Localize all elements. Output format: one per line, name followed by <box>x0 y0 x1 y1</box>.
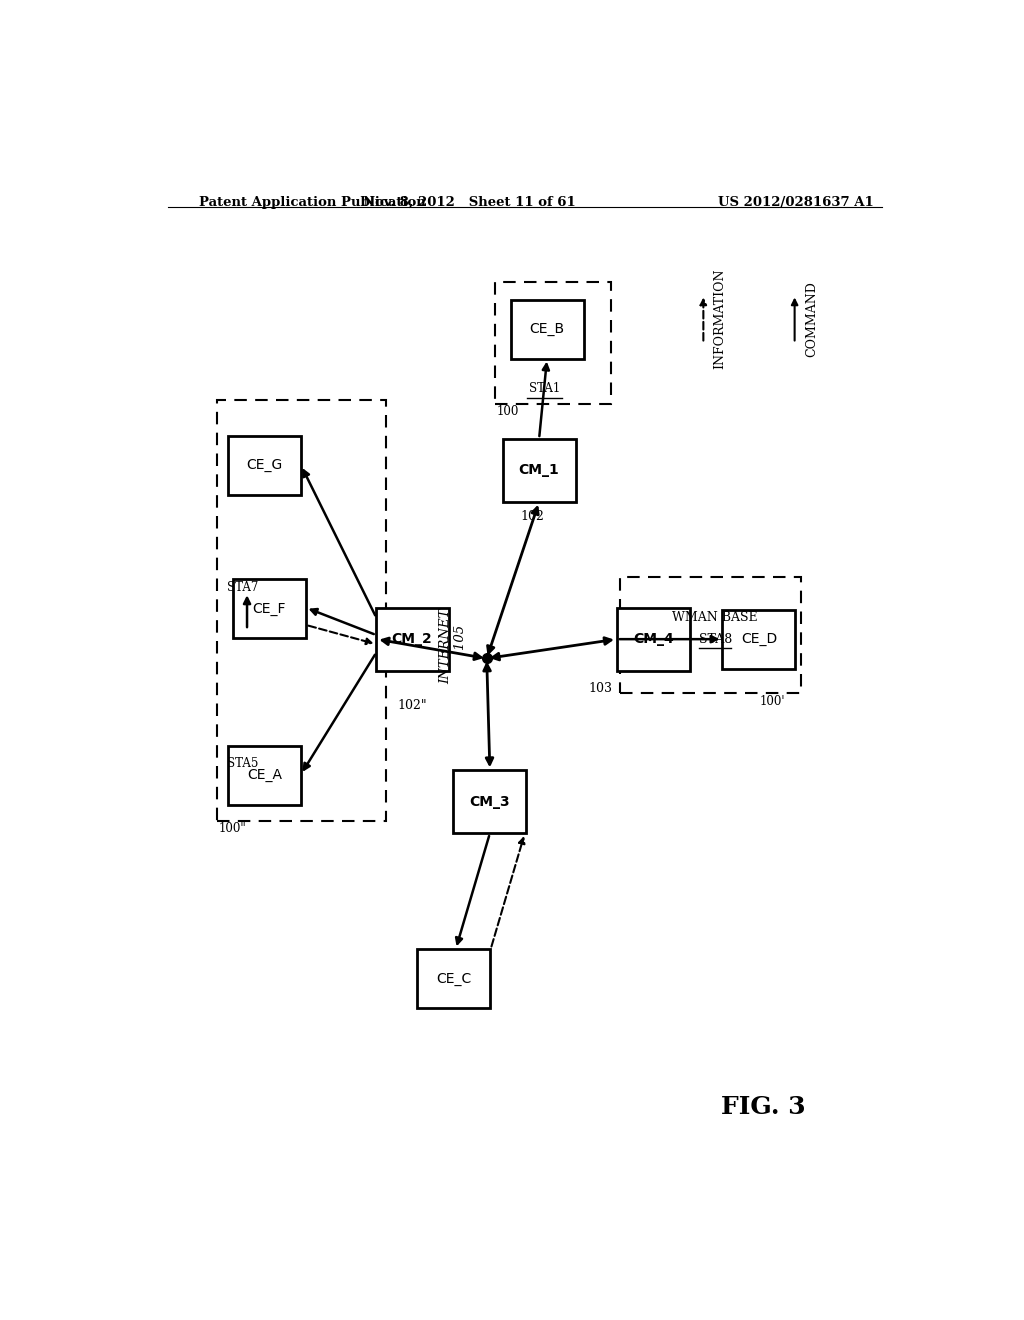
Text: CM_3: CM_3 <box>470 795 510 809</box>
Text: 102: 102 <box>521 510 545 523</box>
Text: STA5: STA5 <box>227 756 259 770</box>
Bar <box>232 579 306 638</box>
Text: 103: 103 <box>588 682 612 696</box>
Text: 100': 100' <box>760 696 785 708</box>
Text: INTERNET
    105: INTERNET 105 <box>439 609 467 684</box>
Text: INFORMATION: INFORMATION <box>714 269 727 370</box>
Text: WMAN BASE: WMAN BASE <box>673 611 758 624</box>
Bar <box>454 771 526 833</box>
Bar <box>722 610 796 669</box>
Text: Patent Application Publication: Patent Application Publication <box>200 195 426 209</box>
Text: CE_F: CE_F <box>253 602 286 615</box>
Bar <box>228 436 301 495</box>
Bar <box>503 440 575 502</box>
Text: STA1: STA1 <box>529 381 560 395</box>
Text: CM_1: CM_1 <box>519 463 559 478</box>
Bar <box>511 300 584 359</box>
Text: CM_4: CM_4 <box>633 632 674 647</box>
Text: 100": 100" <box>218 822 246 836</box>
Text: US 2012/0281637 A1: US 2012/0281637 A1 <box>718 195 873 209</box>
Bar <box>616 607 690 671</box>
Text: CE_C: CE_C <box>436 972 471 986</box>
Bar <box>376 607 449 671</box>
Text: 100: 100 <box>497 405 518 418</box>
Text: CM_2: CM_2 <box>392 632 432 647</box>
Bar <box>495 282 610 404</box>
Text: STA8: STA8 <box>698 632 732 645</box>
Bar <box>228 746 301 805</box>
Text: STA7: STA7 <box>227 581 259 594</box>
Text: CE_A: CE_A <box>247 768 282 783</box>
Text: CE_B: CE_B <box>529 322 564 337</box>
Text: CE_G: CE_G <box>247 458 283 473</box>
Bar <box>217 400 386 821</box>
Text: COMMAND: COMMAND <box>805 281 818 356</box>
Text: FIG. 3: FIG. 3 <box>721 1094 805 1119</box>
Text: Nov. 8, 2012   Sheet 11 of 61: Nov. 8, 2012 Sheet 11 of 61 <box>362 195 575 209</box>
Bar <box>620 577 801 693</box>
Text: CE_D: CE_D <box>740 632 777 647</box>
Text: 102": 102" <box>397 698 427 711</box>
Bar <box>417 949 489 1008</box>
